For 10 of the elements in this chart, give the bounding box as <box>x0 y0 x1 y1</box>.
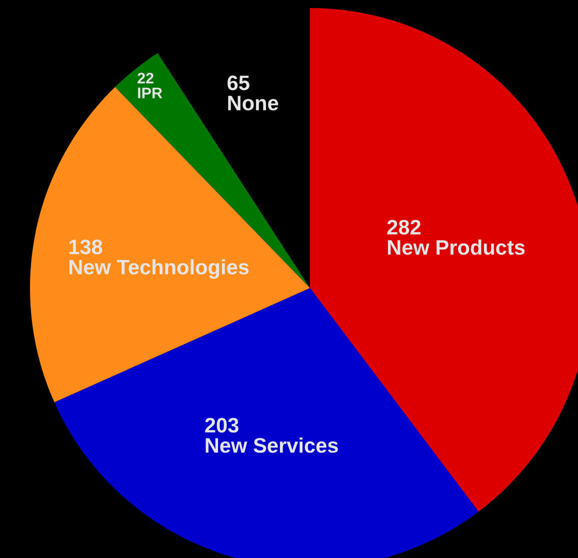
data-label: 203 <box>205 418 238 433</box>
slice-label: None <box>228 96 278 110</box>
data-label: 65 <box>228 76 250 90</box>
slice-label: New Technologies <box>69 259 249 279</box>
data-label: 282 <box>387 220 421 235</box>
slice-label: New Products <box>388 239 525 255</box>
slice-label: IPR <box>138 88 162 98</box>
data-label: 138 <box>69 240 102 254</box>
data-label: 22 <box>138 72 154 84</box>
slice-label: New Services <box>206 438 338 453</box>
